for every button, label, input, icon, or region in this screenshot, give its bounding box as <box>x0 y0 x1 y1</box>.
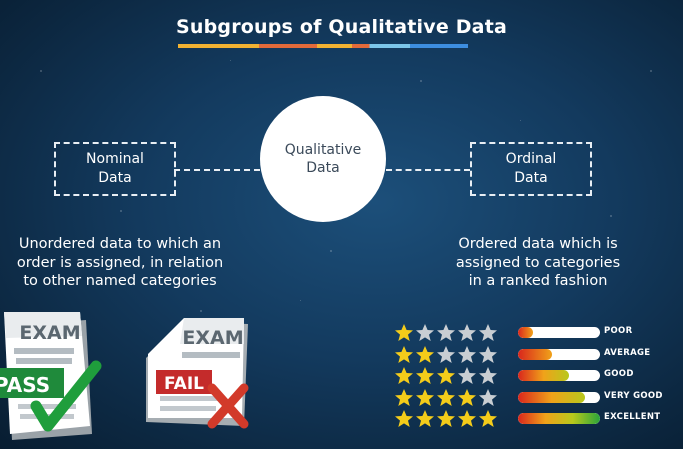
star-empty-icon <box>479 345 497 363</box>
star-filled-icon <box>437 367 455 384</box>
rating-label: POOR <box>604 326 633 336</box>
rating-label: EXCELLENT <box>604 412 661 422</box>
nominal-box-line2: Data <box>98 170 132 186</box>
rating-meter-fill <box>518 327 533 338</box>
page-title: Subgroups of Qualitative Data <box>175 16 508 38</box>
rating-meter <box>518 413 600 424</box>
star-filled-icon <box>437 410 455 427</box>
star-filled-icon <box>395 345 413 363</box>
x-mark-icon <box>207 383 249 429</box>
star-filled-icon <box>458 410 476 427</box>
fail-stamp <box>156 370 212 394</box>
star-filled-icon <box>479 410 497 427</box>
rating-meter-fill <box>518 413 600 424</box>
nominal-data-box: Nominal Data <box>54 142 176 196</box>
star-filled-icon <box>395 388 413 406</box>
star-empty-icon <box>416 324 434 341</box>
ordinal-box-line2: Data <box>514 170 548 186</box>
ordinal-desc-line: Ordered data which is <box>458 236 618 252</box>
qualitative-node-line1: Qualitative <box>284 142 362 158</box>
rating-row: EXCELLENT <box>394 409 683 429</box>
rating-meter <box>518 370 600 381</box>
star-filled-icon <box>437 388 455 406</box>
rating-meter-fill <box>518 370 569 381</box>
rating-label: AVERAGE <box>604 347 651 358</box>
exam-fail-illustration: EXAM FAIL <box>146 318 249 429</box>
check-mark-icon <box>30 360 102 432</box>
star-filled-icon <box>395 324 413 341</box>
star-empty-icon <box>458 324 476 341</box>
qualitative-node-line2: Data <box>306 160 340 176</box>
rating-label: GOOD <box>604 369 634 379</box>
rating-row: VERY GOOD <box>394 388 683 408</box>
rating-meter-fill <box>518 391 586 403</box>
pass-card-result: PASS <box>0 373 50 397</box>
star-filled-icon <box>416 345 434 363</box>
rating-meter-fill <box>518 348 553 360</box>
nominal-box-line1: Nominal <box>86 151 144 167</box>
fail-card-result: FAIL <box>164 374 204 394</box>
pass-card-header: EXAM <box>19 322 80 344</box>
connector-left <box>174 169 260 171</box>
connector-right <box>386 169 470 171</box>
star-filled-icon <box>416 388 434 406</box>
nominal-desc-line: order is assigned, in relation <box>16 254 224 271</box>
title-underline <box>178 44 468 48</box>
star-filled-icon <box>395 367 413 384</box>
ordinal-desc-line: in a ranked fashion <box>468 273 608 289</box>
star-empty-icon <box>437 345 455 363</box>
star-empty-icon <box>479 367 497 384</box>
star-filled-icon <box>416 367 434 384</box>
qualitative-data-node: Qualitative Data <box>260 96 386 222</box>
star-empty-icon <box>458 367 476 384</box>
rating-row: POOR <box>394 323 683 343</box>
star-filled-icon <box>395 410 413 427</box>
ordinal-data-box: Ordinal Data <box>470 142 592 196</box>
nominal-description: Unordered data to which an order is assi… <box>0 235 240 291</box>
rating-row: AVERAGE <box>394 345 683 365</box>
ordinal-desc-line: assigned to categories <box>455 254 621 271</box>
nominal-desc-line: to other named categories <box>23 273 217 289</box>
nominal-desc-line: Unordered data to which an <box>18 236 222 252</box>
star-empty-icon <box>479 324 497 341</box>
rating-meter <box>518 391 600 403</box>
rating-meter <box>518 327 600 338</box>
star-empty-icon <box>437 324 455 341</box>
ordinal-box-line1: Ordinal <box>505 151 557 167</box>
star-filled-icon <box>458 388 476 406</box>
pass-stamp <box>0 368 64 398</box>
star-empty-icon <box>458 345 476 363</box>
rating-row: GOOD <box>394 366 683 386</box>
rating-meter <box>518 348 600 360</box>
exam-pass-illustration: EXAM PASS <box>0 312 102 440</box>
star-empty-icon <box>479 388 497 406</box>
ordinal-description: Ordered data which is assigned to catego… <box>413 235 663 291</box>
rating-label: VERY GOOD <box>604 390 663 401</box>
star-filled-icon <box>416 410 434 427</box>
fail-card-header: EXAM <box>182 327 243 349</box>
